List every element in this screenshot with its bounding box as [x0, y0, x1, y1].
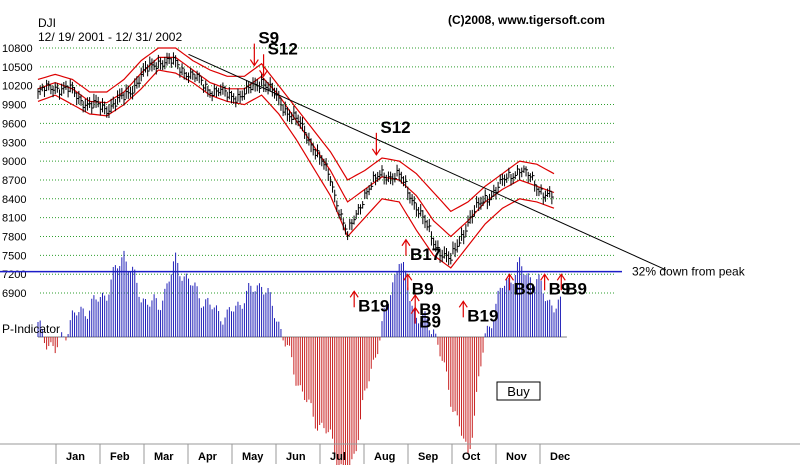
buy-button[interactable]: Buy	[496, 381, 541, 401]
month-label: Aug	[374, 451, 395, 463]
month-label: Dec	[550, 451, 570, 463]
y-tick-label: 8100	[2, 213, 26, 225]
buy-arrow-head	[410, 306, 420, 314]
ticker-label: DJI	[38, 16, 56, 30]
month-label: Nov	[506, 451, 528, 463]
month-label: Apr	[198, 451, 218, 463]
month-label: Mar	[154, 451, 174, 463]
signal-label: S9	[258, 29, 279, 48]
price-bars	[37, 52, 554, 266]
buy-arrow-head	[401, 238, 411, 247]
y-tick-label: 8700	[2, 175, 26, 187]
signal-label: B19	[358, 296, 389, 315]
month-label: Jul	[330, 451, 346, 463]
y-tick-labels: 10800 10500 10200 9900 9600 9300 9000 8700 8400 8…	[2, 43, 33, 300]
copyright: (C)2008, www.tigersoft.com	[448, 13, 605, 27]
month-label: Sep	[418, 451, 438, 463]
month-axis: Jan Feb Mar Apr May Jun Jul Aug Sep Oct Nov Dec	[55, 444, 570, 464]
support-label: 32% down from peak	[632, 265, 746, 279]
buy-button-label: Buy	[507, 384, 530, 399]
band-upper	[37, 47, 555, 213]
y-tick-label: 10500	[2, 62, 33, 74]
month-label: Jun	[286, 451, 306, 463]
signal-label: B9	[549, 279, 571, 298]
signal-label: B17	[410, 245, 441, 264]
y-tick-label: 7800	[2, 232, 26, 244]
buy-arrow-head	[349, 290, 359, 298]
month-label: Oct	[462, 451, 481, 463]
month-label: Jan	[66, 451, 85, 463]
date-range: 12/ 19/ 2001 - 12/ 31/ 2002	[38, 30, 182, 44]
month-label: Feb	[110, 451, 130, 463]
y-tick-label: 9000	[2, 156, 26, 168]
p-indicator-label: P-Indicator	[2, 322, 60, 336]
signal-label: S12	[268, 39, 298, 58]
p-indicator-histogram	[37, 250, 567, 465]
signal-label: B9	[565, 279, 587, 298]
buy-arrow-head	[410, 293, 420, 302]
sell-arrow-head	[249, 59, 259, 67]
buy-arrow-head	[540, 273, 550, 281]
buy-arrow-head	[504, 273, 514, 281]
y-tick-label: 9900	[2, 100, 26, 112]
signal-label: B9	[513, 279, 535, 298]
signal-label: B9	[419, 300, 441, 319]
y-tick-label: 8400	[2, 194, 26, 206]
y-tick-label: 10200	[2, 81, 33, 93]
buy-arrow-head	[556, 273, 566, 281]
sell-arrow-head	[371, 148, 381, 156]
buy-arrow-head	[458, 300, 468, 308]
month-label: May	[242, 451, 264, 463]
sell-arrow-head	[259, 69, 269, 78]
y-tick-label: 7500	[2, 250, 26, 262]
signal-label: B19	[467, 306, 498, 325]
y-tick-label: 9600	[2, 118, 26, 130]
signal-label: S12	[380, 118, 410, 137]
y-tick-label: 6900	[2, 288, 26, 300]
buy-arrow-head	[403, 273, 413, 281]
signal-label: B9	[412, 279, 434, 298]
signal-label: B9	[419, 313, 441, 332]
y-tick-label: 10800	[2, 43, 33, 55]
y-tick-label: 9300	[2, 137, 26, 149]
